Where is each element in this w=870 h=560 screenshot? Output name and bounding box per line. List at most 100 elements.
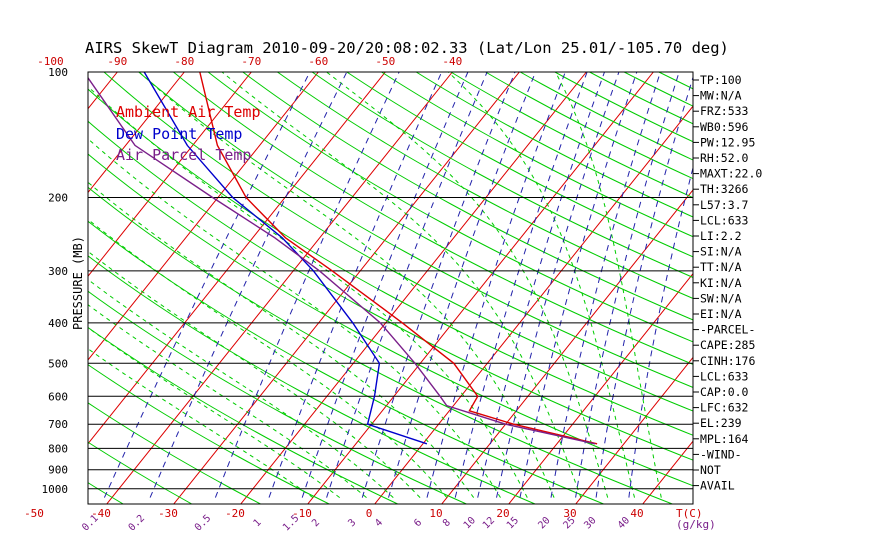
index-label: EI:N/A — [700, 307, 742, 321]
mixing-ratio-label: 8 — [441, 517, 453, 529]
mixing-ratio-label: 30 — [582, 515, 598, 531]
y-axis-label: PRESSURE (MB) — [71, 236, 85, 330]
dry-adiabat — [485, 72, 693, 180]
mixing-ratio-line — [550, 72, 661, 498]
isotherm — [173, 72, 520, 504]
mixing-ratio-line — [326, 72, 488, 498]
pressure-tick-label: 900 — [48, 464, 68, 477]
mixing-ratio-line — [477, 72, 605, 498]
index-label: -PARCEL- — [700, 323, 755, 337]
mixing-ratio-line — [426, 72, 566, 498]
isotherm — [441, 189, 693, 504]
index-label: RH:52.0 — [700, 151, 749, 165]
pressure-tick-label: 1000 — [42, 483, 69, 496]
index-label: PW:12.95 — [700, 135, 755, 149]
moist-adiabat — [326, 72, 609, 498]
dry-adiabat — [763, 72, 870, 504]
index-label: L57:3.7 — [700, 198, 749, 212]
top-temp-tick-label: -50 — [375, 55, 395, 68]
isotherm — [106, 72, 453, 504]
top-temp-tick-label: -60 — [308, 55, 328, 68]
moist-adiabat — [555, 72, 662, 498]
dry-adiabat — [88, 482, 124, 504]
mixing-ratio-label: 1 — [252, 517, 264, 529]
isotherm — [88, 72, 185, 194]
index-label: NOT — [700, 463, 721, 477]
index-label: FRZ:533 — [700, 104, 749, 118]
pressure-tick-label: 400 — [48, 317, 68, 330]
bottom-temp-tick-label: 0 — [366, 507, 373, 520]
bottom-temp-tick-label: 10 — [429, 507, 442, 520]
label-layer: 1002003004005006007008009001000-120-110-… — [24, 55, 762, 534]
bottom-temp-unit: T(C) — [676, 507, 703, 520]
moist-adiabat — [88, 85, 528, 498]
dry-adiabat — [88, 220, 604, 504]
pressure-tick-label: 800 — [48, 442, 68, 455]
dry-adiabat — [88, 290, 467, 504]
isotherm — [240, 72, 587, 504]
index-label: SI:N/A — [700, 245, 742, 259]
mixing-ratio-line — [388, 72, 536, 498]
bottom-temp-tick-label: -40 — [91, 507, 111, 520]
air-parcel-temp-line — [88, 76, 596, 445]
dry-adiabat — [346, 72, 693, 258]
top-temp-tick-label: -100 — [37, 55, 64, 68]
mixing-ratio-line — [103, 72, 311, 498]
index-label: LCL:633 — [700, 369, 749, 383]
isotherm — [307, 72, 654, 504]
mixing-ratio-line — [361, 72, 516, 498]
dry-adiabat — [173, 72, 693, 365]
index-label: TT:N/A — [700, 260, 742, 274]
dry-adiabat — [88, 364, 330, 504]
isotherm — [88, 72, 319, 361]
dry-adiabat — [658, 72, 693, 90]
index-label: -WIND- — [700, 447, 742, 461]
mixing-ratio-line — [149, 72, 348, 498]
pressure-tick-label: 500 — [48, 357, 68, 370]
dry-adiabat — [242, 72, 693, 321]
bottom-temp-tick-label: 40 — [630, 507, 643, 520]
plot-frame — [87, 71, 694, 505]
moist-adiabat — [88, 250, 421, 498]
bottom-temp-tick-label: -30 — [158, 507, 178, 520]
mixing-ratio-label: 12 — [481, 515, 497, 531]
dry-adiabat — [88, 255, 536, 504]
index-label: LI:2.2 — [700, 229, 742, 243]
dry-adiabat — [381, 72, 693, 238]
mixing-ratio-line — [301, 72, 469, 498]
legend-dew-point-temp: Dew Point Temp — [116, 125, 242, 143]
bottom-temp-tick-label: 30 — [563, 507, 576, 520]
top-temp-tick-label: -90 — [107, 55, 127, 68]
mixing-ratio-line — [214, 72, 400, 498]
mixing-ratio-label: 4 — [373, 517, 385, 529]
moist-adiabat — [88, 218, 448, 498]
index-label: MAXT:22.0 — [700, 167, 762, 181]
isotherm — [374, 105, 693, 504]
mixing-ratio-unit: (g/kg) — [676, 518, 716, 531]
mixing-ratio-line — [595, 75, 693, 498]
bottom-temp-tick-label: -50 — [24, 507, 44, 520]
moist-adiabat — [138, 72, 555, 498]
isotherm — [88, 72, 386, 445]
dry-adiabat — [88, 402, 261, 504]
bottom-temp-tick-label: -10 — [292, 507, 312, 520]
dew-point-temp-line — [143, 72, 428, 445]
dry-adiabat — [311, 72, 693, 278]
isotherm — [642, 440, 693, 504]
dry-adiabat — [450, 72, 693, 199]
index-label: LCL:633 — [700, 213, 749, 227]
mixing-ratio-label: 2 — [310, 517, 322, 529]
dry-adiabat — [207, 72, 693, 343]
ambient-air-temp-line — [199, 72, 598, 445]
dry-adiabat — [88, 153, 693, 487]
top-temp-tick-label: -70 — [241, 55, 261, 68]
bottom-temp-tick-label: -20 — [225, 507, 245, 520]
index-label: MW:N/A — [700, 89, 742, 103]
isotherm — [88, 72, 118, 110]
dry-adiabat — [832, 72, 870, 504]
pressure-tick-label: 300 — [48, 265, 68, 278]
grid-layer — [88, 72, 870, 504]
mixing-ratio-line — [496, 72, 620, 498]
index-label: KI:N/A — [700, 276, 742, 290]
